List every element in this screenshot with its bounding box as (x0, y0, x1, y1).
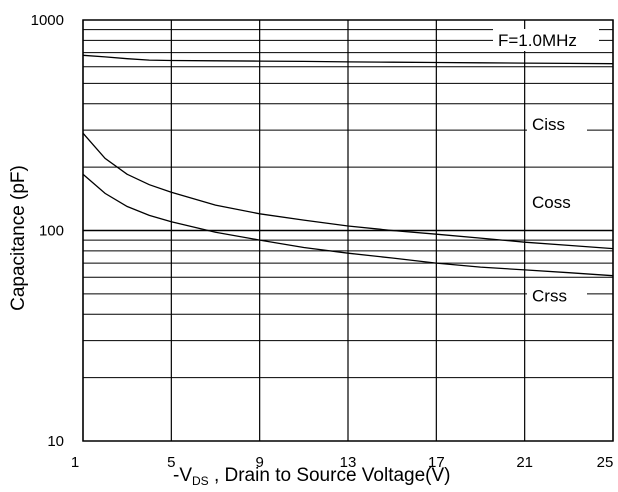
series-labels: Ciss Coss Crss (527, 112, 587, 308)
x-tick-label: 13 (340, 454, 357, 471)
x-axis-label-prefix: -V (173, 465, 192, 486)
y-tick-label: 1000 (31, 12, 64, 29)
x-tick-label: 21 (516, 454, 533, 471)
series-line-crss (82, 173, 614, 277)
grid (82, 20, 614, 441)
x-tick-label: 17 (428, 454, 445, 471)
series-label-bg (527, 112, 587, 137)
y-tick-label: 10 (47, 433, 64, 450)
plot-frame (82, 19, 614, 442)
y-tick-label: 100 (39, 223, 64, 240)
series-line-ciss (82, 54, 614, 65)
y-tick-labels: 10 100 1000 (31, 12, 64, 450)
annotation-box (493, 29, 599, 51)
x-axis-label: -VDS , Drain to Source Voltage(V) (173, 465, 451, 488)
series-lines (82, 54, 614, 277)
series-label-coss: Coss (532, 193, 571, 212)
x-tick-label: 1 (71, 454, 79, 471)
x-tick-label: 5 (167, 454, 175, 471)
x-tick-labels: 1 5 9 13 17 21 25 (71, 454, 614, 471)
series-label-bg (527, 189, 587, 214)
frequency-annotation: F=1.0MHz (498, 31, 577, 50)
series-label-ciss: Ciss (532, 115, 565, 134)
series-label-crss: Crss (532, 286, 567, 305)
series-label-bg (527, 283, 587, 308)
x-axis-label-rest: , Drain to Source Voltage(V) (209, 465, 451, 486)
x-tick-label: 25 (597, 454, 614, 471)
y-axis-label: Capacitance (pF) (8, 165, 29, 311)
series-line-coss (82, 132, 614, 250)
x-axis-label-sub: DS (192, 474, 209, 488)
x-tick-label: 9 (255, 454, 263, 471)
